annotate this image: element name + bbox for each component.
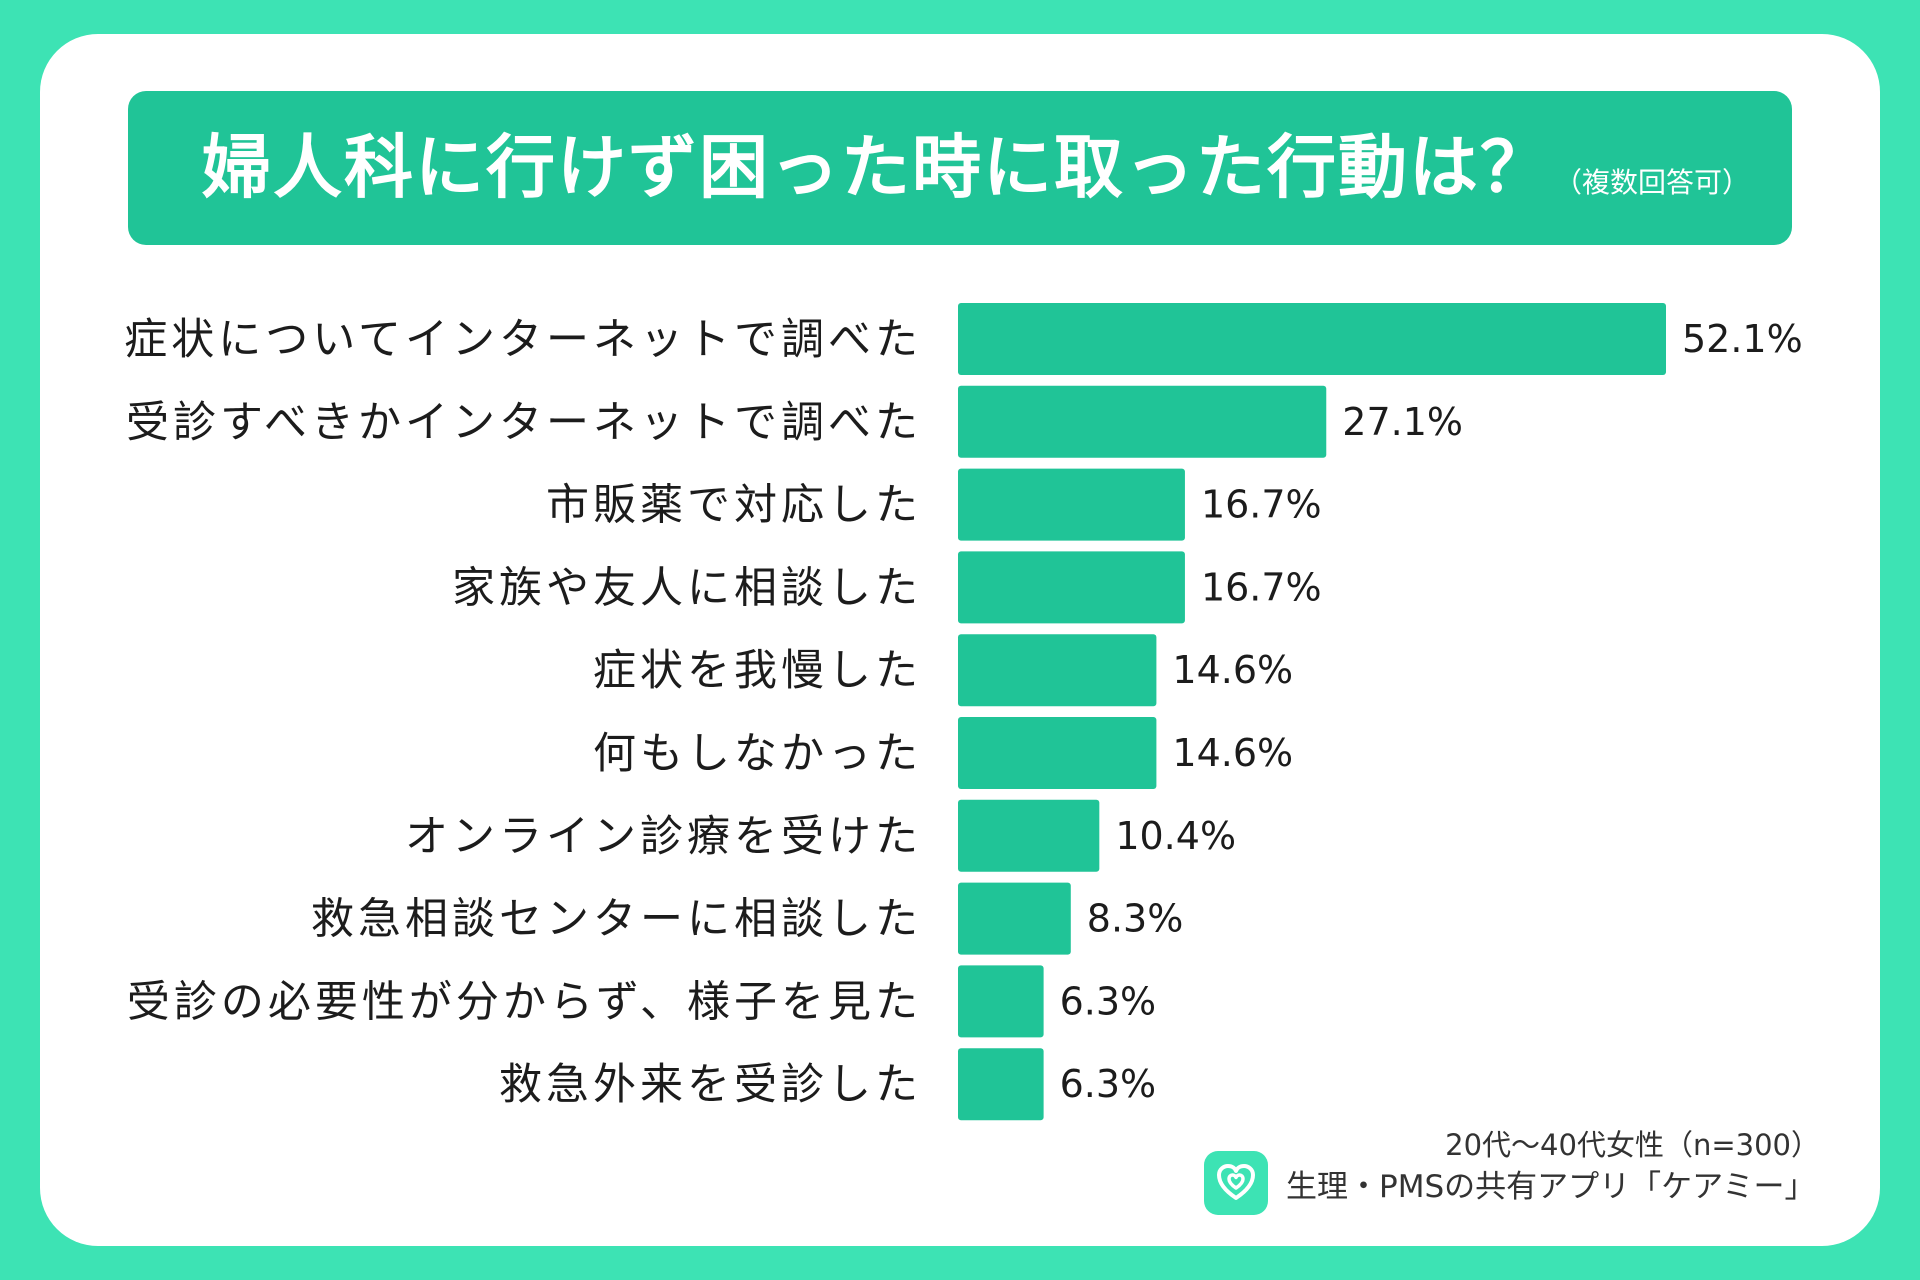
bar-3 — [958, 468, 1185, 541]
category-label-1: 症状についてインターネットで調べた — [124, 315, 922, 365]
category-label-7: オンライン診療を受けた — [405, 812, 922, 862]
category-label-3: 市販薬で対応した — [546, 481, 922, 531]
category-label-2: 受診すべきかインターネットで調べた — [126, 398, 922, 448]
bar-1 — [958, 303, 1666, 375]
chart-title: 婦人科に行けず困った時に取った行動は？ — [202, 128, 1551, 208]
sample-note: 20代〜40代女性（n=300） — [1445, 1128, 1820, 1162]
value-label-6: 14.6% — [1172, 731, 1293, 775]
value-label-8: 8.3% — [1087, 897, 1184, 941]
bar-6 — [958, 717, 1157, 789]
category-label-9: 受診の必要性が分からず、様子を見た — [127, 977, 922, 1027]
value-label-3: 16.7% — [1201, 483, 1322, 527]
value-label-7: 10.4% — [1115, 814, 1236, 858]
category-label-5: 症状を我慢した — [593, 646, 922, 696]
value-label-5: 14.6% — [1172, 648, 1293, 692]
category-label-8: 救急相談センターに相談した — [311, 895, 922, 945]
chart-title-note: （複数回答可） — [1554, 166, 1751, 199]
title-banner — [128, 91, 1792, 245]
bar-8 — [958, 882, 1071, 955]
value-label-9: 6.3% — [1060, 979, 1157, 1023]
value-label-2: 27.1% — [1342, 400, 1463, 444]
brand: 生理・PMSの共有アプリ「ケアミー」 — [1204, 1150, 1816, 1216]
bar-4 — [958, 551, 1185, 624]
bar-9 — [958, 965, 1044, 1038]
heart-icon — [1204, 1151, 1268, 1215]
category-label-6: 何もしなかった — [593, 729, 922, 779]
bar-7 — [958, 799, 1100, 872]
value-label-4: 16.7% — [1201, 565, 1322, 609]
value-label-10: 6.3% — [1060, 1062, 1157, 1106]
bar-2 — [958, 385, 1327, 458]
bar-5 — [958, 634, 1157, 707]
category-label-4: 家族や友人に相談した — [452, 563, 922, 613]
category-label-10: 救急外来を受診した — [499, 1060, 922, 1110]
bar-10 — [958, 1048, 1044, 1121]
value-label-1: 52.1% — [1682, 317, 1803, 361]
brand-name: 生理・PMSの共有アプリ「ケアミー」 — [1286, 1168, 1816, 1205]
